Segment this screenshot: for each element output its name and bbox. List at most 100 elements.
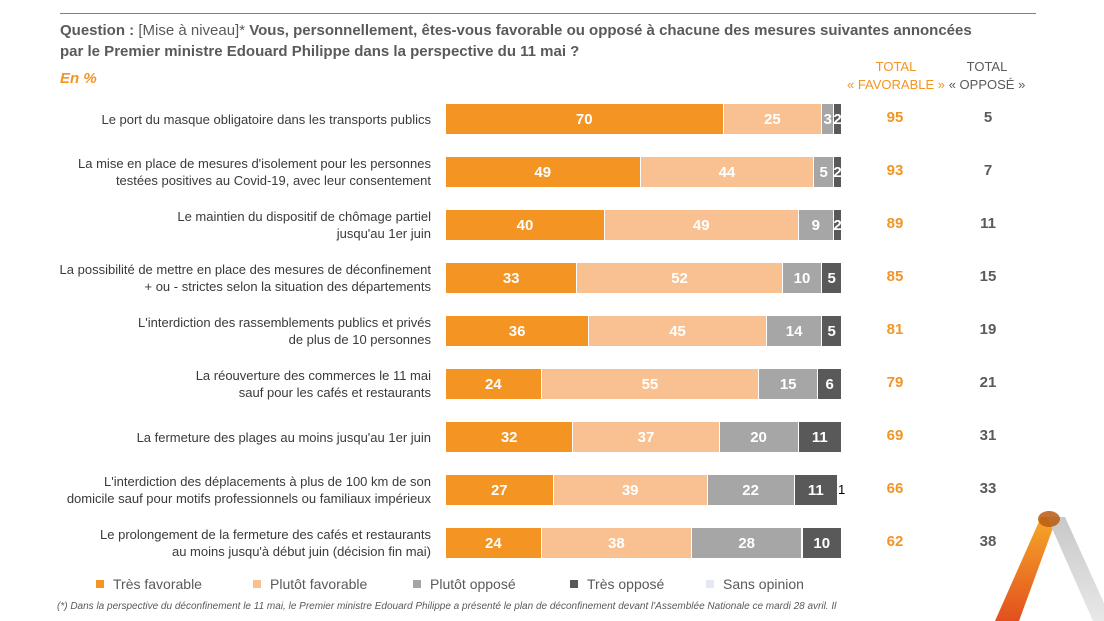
row-label-line: La réouverture des commerces le 11 mai — [195, 368, 431, 383]
bar-segment-favorable: 45 — [588, 316, 766, 346]
legend-item: Plutôt favorable — [253, 576, 367, 592]
bar-segment-favorable: 37 — [572, 422, 719, 452]
bar-segment-favorable: 49 — [604, 210, 798, 240]
bar-segment-very-opposed: 10 — [801, 528, 841, 558]
bar-segment-opposed: 10 — [781, 263, 822, 293]
bar-segment-very-opposed: 5 — [821, 263, 841, 293]
total-favorable-header: TOTAL « FAVORABLE » — [838, 58, 954, 94]
total-favorable-value: 62 — [886, 533, 904, 550]
bar-segment-very-favorable: 36 — [446, 316, 589, 346]
legend-label: Très favorable — [113, 576, 202, 592]
legend-label: Sans opinion — [723, 576, 804, 592]
bar-segment-very-favorable: 49 — [446, 157, 640, 187]
total-oppose-header-line1: TOTAL — [966, 59, 1008, 74]
total-favorable-value: 95 — [886, 109, 904, 126]
bar-segment-opposed: 5 — [813, 157, 834, 187]
bar-segment-very-opposed: 11 — [797, 422, 841, 452]
total-oppose-value: 11 — [980, 215, 996, 232]
question-text: Question : [Mise à niveau]* Vous, person… — [60, 20, 990, 62]
row-label-line: jusqu'au 1er juin — [336, 226, 431, 241]
total-oppose-header-line2: « OPPOSÉ » — [948, 77, 1026, 92]
row-label-line: sauf pour les cafés et restaurants — [238, 385, 431, 400]
row-label-line: La mise en place de mesures d'isolement … — [78, 156, 431, 171]
row-label-line: L'interdiction des rassemblements public… — [138, 315, 431, 330]
total-favorable-value: 89 — [886, 215, 904, 232]
bar-segment-opposed: 20 — [718, 422, 798, 452]
total-oppose-value: 7 — [983, 162, 993, 179]
bar-segment-favorable: 52 — [576, 263, 782, 293]
bar-segment-very-favorable: 24 — [446, 528, 541, 558]
row-label: Le prolongement de la fermeture des café… — [31, 526, 431, 560]
bar-segment-favorable: 25 — [722, 104, 822, 134]
row-label: L'interdiction des rassemblements public… — [31, 314, 431, 348]
bar-segment-very-favorable: 32 — [446, 422, 573, 452]
total-oppose-header: TOTAL « OPPOSÉ » — [946, 58, 1028, 94]
bar-segment-opposed: 15 — [758, 369, 818, 399]
row-label-line: Le prolongement de la fermeture des café… — [100, 527, 431, 542]
bar-segment-opposed: 14 — [765, 316, 822, 346]
total-oppose-value: 33 — [979, 480, 997, 497]
total-favorable-value: 85 — [886, 268, 904, 285]
bar-segment-favorable: 55 — [540, 369, 759, 399]
row-label-line: de plus de 10 personnes — [288, 332, 431, 347]
legend-swatch — [706, 580, 714, 588]
row-label: La mise en place de mesures d'isolement … — [31, 155, 431, 189]
row-label-line: Le maintien du dispositif de chômage par… — [177, 209, 431, 224]
bar-segment-favorable: 39 — [552, 475, 707, 505]
total-oppose-value: 19 — [979, 321, 997, 338]
legend-item: Sans opinion — [706, 576, 804, 592]
bar-segment-favorable: 44 — [639, 157, 814, 187]
total-oppose-value: 5 — [983, 109, 993, 126]
total-favorable-value: 69 — [886, 427, 904, 444]
unit-label: En % — [60, 70, 97, 87]
total-oppose-value: 31 — [979, 427, 997, 444]
bar-segment-favorable: 38 — [540, 528, 691, 558]
row-label-line: testées positives au Covid-19, avec leur… — [115, 173, 431, 188]
bar-segment-very-opposed: 6 — [817, 369, 841, 399]
row-label-line: Le port du masque obligatoire dans les t… — [101, 111, 431, 127]
bar-segment-opposed: 22 — [706, 475, 794, 505]
legend-label: Plutôt favorable — [270, 576, 368, 592]
footnote: (*) Dans la perspective du déconfinement… — [57, 601, 837, 612]
legend-item: Très favorable — [96, 576, 202, 592]
bar-segment-very-favorable: 24 — [446, 369, 541, 399]
row-label-line: au moins jusqu'à début juin (décision fi… — [171, 544, 431, 559]
row-label: La réouverture des commerces le 11 mai sa… — [31, 367, 431, 401]
legend-label: Très opposé — [587, 576, 665, 592]
row-label-line: + ou - strictes selon la situation des d… — [144, 279, 431, 294]
row-label-line: L'interdiction des déplacements à plus d… — [104, 474, 431, 489]
bar-segment-very-favorable: 40 — [446, 210, 604, 240]
legend-swatch — [96, 580, 104, 588]
row-label: L'interdiction des déplacements à plus d… — [31, 473, 431, 507]
bar-segment-opposed: 9 — [797, 210, 834, 240]
total-favorable-value: 81 — [886, 321, 904, 338]
total-favorable-header-line2: « FAVORABLE » — [846, 77, 946, 92]
bar-segment-very-favorable: 27 — [446, 475, 553, 505]
row-label: La possibilité de mettre en place des me… — [31, 261, 431, 295]
bar-segment-opposed: 3 — [821, 104, 834, 134]
question-body: Vous, personnellement, êtes-vous favorab… — [60, 22, 972, 60]
total-oppose-value: 15 — [979, 268, 997, 285]
legend-item: Plutôt opposé — [413, 576, 516, 592]
bar-segment-very-opposed: 5 — [821, 316, 841, 346]
bar-segment-very-opposed: 2 — [833, 157, 841, 187]
bar-segment-very-favorable: 33 — [446, 263, 577, 293]
bar-segment-very-favorable: 70 — [446, 104, 723, 134]
legend-label: Plutôt opposé — [430, 576, 516, 592]
question-bracket: [Mise à niveau]* — [138, 22, 246, 39]
legend-item: Très opposé — [570, 576, 664, 592]
row-label-line: domicile sauf pour motifs professionnels… — [66, 491, 431, 506]
legend-swatch — [413, 580, 421, 588]
total-oppose-value: 21 — [979, 374, 997, 391]
row-label: Le maintien du dispositif de chômage par… — [31, 208, 431, 242]
total-favorable-header-line1: TOTAL — [875, 59, 917, 74]
total-favorable-value: 93 — [886, 162, 904, 179]
row-label: La fermeture des plages au moins jusqu'a… — [31, 429, 431, 446]
bar-segment-very-opposed: 2 — [833, 104, 841, 134]
question-prefix: Question : — [60, 22, 135, 39]
bar-segment-opposed: 28 — [690, 528, 802, 558]
bar-segment-very-opposed: 2 — [833, 210, 841, 240]
total-favorable-value: 79 — [886, 374, 904, 391]
total-favorable-value: 66 — [886, 480, 904, 497]
total-oppose-value: 38 — [979, 533, 997, 550]
